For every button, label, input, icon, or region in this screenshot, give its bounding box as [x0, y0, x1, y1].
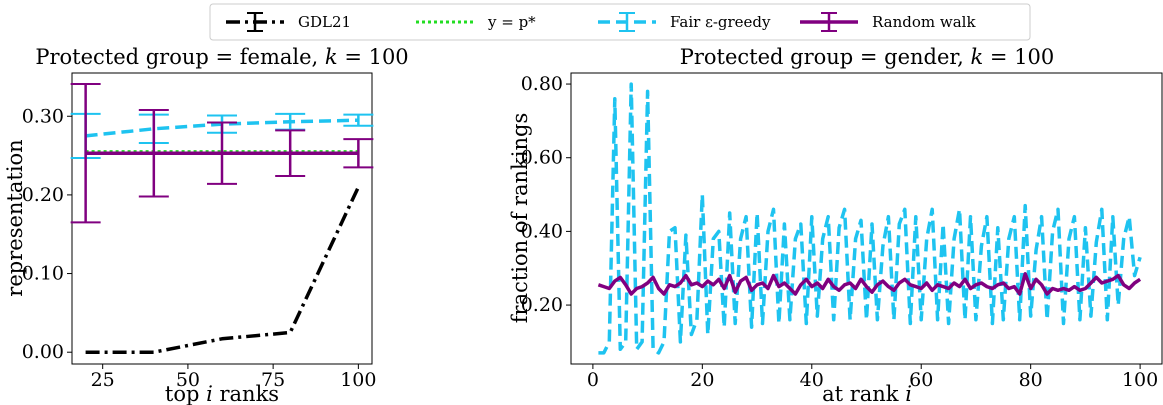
left-x-axis-label: top i ranks: [165, 382, 279, 405]
right-x-axis-label: at rank i: [822, 382, 912, 405]
right-y-tick-label: 0.60: [521, 147, 563, 169]
right-x-tick-label: 100: [1122, 369, 1158, 391]
legend-label: GDL21: [298, 13, 351, 31]
left-y-axis-label: representation: [3, 139, 27, 296]
right-y-axis: 0.20 0.40 0.60 0.80: [521, 73, 571, 316]
legend-entry-random-walk: Random walk: [800, 12, 976, 32]
left-y-tick-label: 0.20: [22, 184, 64, 206]
left-chart-title: Protected group = female, k = 100: [35, 45, 408, 69]
left-x-tick-label: 50: [176, 369, 200, 391]
left-y-tick-label: 0.10: [22, 263, 64, 285]
right-chart-title: Protected group = gender, k = 100: [680, 45, 1055, 69]
left-x-axis: 25 50 75 100: [91, 364, 376, 391]
legend-entry-y-p: y = p*: [416, 13, 536, 31]
legend-label: Fair ε-greedy: [670, 13, 771, 31]
right-y-tick-label: 0.80: [521, 73, 563, 95]
right-y-axis-label: fraction of rankings: [508, 113, 532, 323]
right-y-tick-label: 0.20: [521, 294, 563, 316]
legend-entry-gdl21: GDL21: [226, 12, 351, 32]
left-x-tick-label: 75: [261, 369, 285, 391]
right-x-tick-label: 60: [909, 369, 933, 391]
legend-label: y = p*: [487, 13, 536, 31]
left-plot-frame: [71, 72, 373, 365]
right-plot-area: [597, 82, 1142, 355]
right-x-tick-label: 80: [1019, 369, 1043, 391]
legend-label: Random walk: [872, 13, 976, 31]
left-y-tick-label: 0.30: [22, 105, 64, 127]
right-series-random-walk-line: [597, 272, 1142, 296]
right-series-fair-greedy-line: [598, 82, 1142, 355]
left-plot-area: [70, 83, 374, 354]
left-y-axis: 0.00 0.10 0.20 0.30: [22, 105, 72, 363]
right-chart: Protected group = gender, k = 100 0 20 40 6…: [508, 45, 1163, 405]
left-series-gdl21-line: [85, 186, 360, 354]
legend-entry-fair-greedy: Fair ε-greedy: [598, 12, 771, 32]
right-x-tick-label: 0: [587, 369, 599, 391]
right-plot-frame: [570, 72, 1163, 365]
left-x-tick-label: 25: [91, 369, 115, 391]
legend: GDL21 y = p* Fair ε-greedy Random walk: [209, 3, 1031, 41]
right-y-tick-label: 0.40: [521, 220, 563, 242]
left-y-tick-label: 0.00: [22, 341, 64, 363]
right-x-axis: 0 20 40 60 80 100: [587, 364, 1158, 391]
right-x-tick-label: 40: [800, 369, 824, 391]
left-x-tick-label: 100: [340, 369, 376, 391]
left-chart: Protected group = female, k = 100 25 50 75…: [3, 45, 409, 405]
right-x-tick-label: 20: [690, 369, 714, 391]
legend-items: GDL21 y = p* Fair ε-greedy Random walk: [226, 12, 976, 32]
